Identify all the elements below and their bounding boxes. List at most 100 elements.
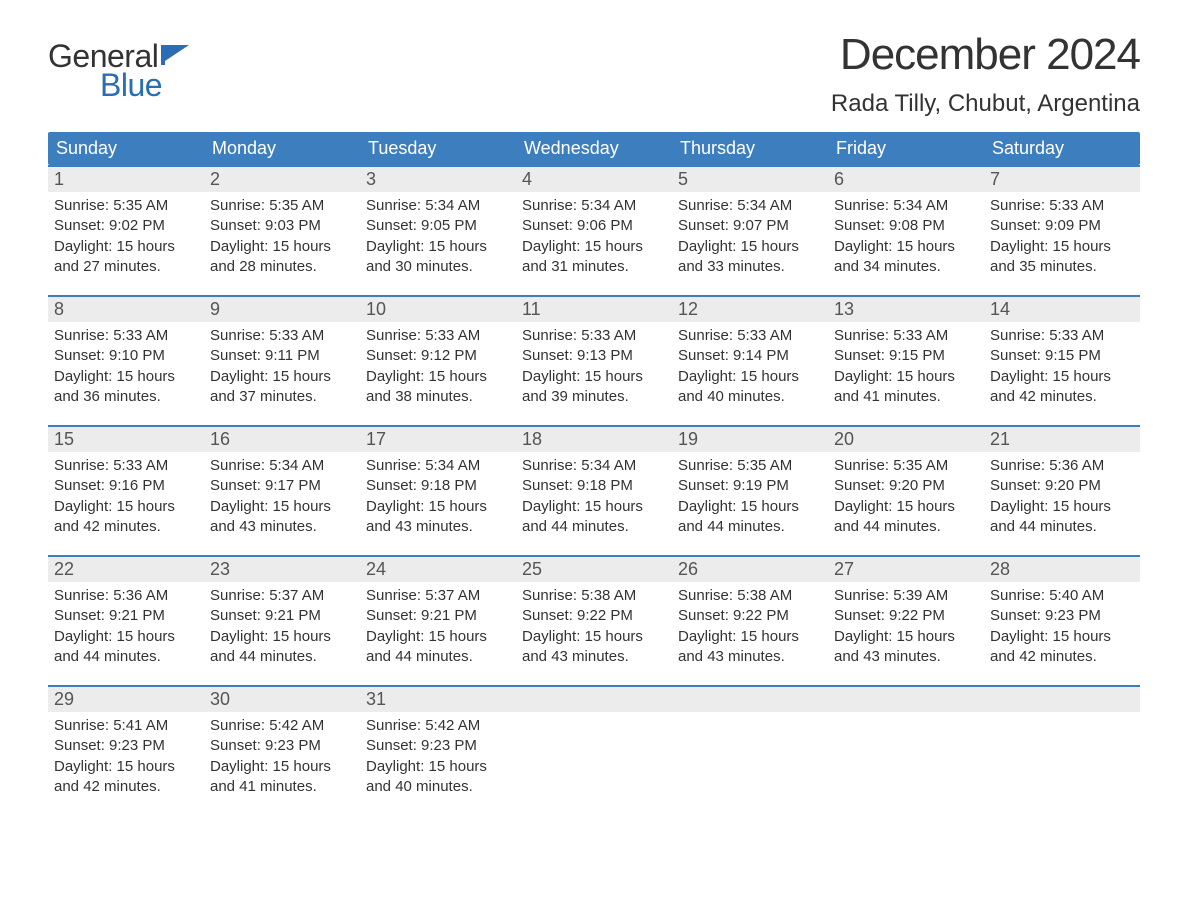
day-daylight2: and 42 minutes. <box>54 517 198 537</box>
day-content: Sunrise: 5:34 AMSunset: 9:18 PMDaylight:… <box>360 452 516 541</box>
day-number: 21 <box>990 429 1010 449</box>
calendar: Sunday Monday Tuesday Wednesday Thursday… <box>48 132 1140 801</box>
day-number-row: 16 <box>204 427 360 452</box>
day-number-row: 3 <box>360 167 516 192</box>
day-cell: 9 Sunrise: 5:33 AMSunset: 9:11 PMDaylight… <box>204 297 360 411</box>
day-daylight1: Daylight: 15 hours <box>366 627 510 647</box>
day-number-row: 11 <box>516 297 672 322</box>
day-content: Sunrise: 5:41 AMSunset: 9:23 PMDaylight:… <box>48 712 204 801</box>
day-number: 11 <box>522 299 541 319</box>
day-cell: 21Sunrise: 5:36 AMSunset: 9:20 PMDayligh… <box>984 427 1140 541</box>
day-daylight1: Daylight: 15 hours <box>990 627 1134 647</box>
day-cell: . <box>516 687 672 801</box>
day-sunset: Sunset: 9:03 PM <box>210 216 354 236</box>
day-number-row: 14 <box>984 297 1140 322</box>
day-cell: 8 Sunrise: 5:33 AMSunset: 9:10 PMDaylight… <box>48 297 204 411</box>
day-number: 4 <box>522 169 532 189</box>
day-number: 13 <box>834 299 854 319</box>
day-number: 31 <box>366 689 386 709</box>
day-sunset: Sunset: 9:12 PM <box>366 346 510 366</box>
weekday-friday: Friday <box>828 132 984 165</box>
day-number: 16 <box>210 429 230 449</box>
day-sunset: Sunset: 9:23 PM <box>366 736 510 756</box>
day-number-row: 20 <box>828 427 984 452</box>
day-daylight1: Daylight: 15 hours <box>522 497 666 517</box>
day-daylight2: and 35 minutes. <box>990 257 1134 277</box>
day-content: Sunrise: 5:33 AMSunset: 9:15 PMDaylight:… <box>828 322 984 411</box>
day-content: Sunrise: 5:38 AMSunset: 9:22 PMDaylight:… <box>672 582 828 671</box>
day-daylight2: and 43 minutes. <box>210 517 354 537</box>
day-sunset: Sunset: 9:02 PM <box>54 216 198 236</box>
day-sunset: Sunset: 9:06 PM <box>522 216 666 236</box>
day-cell: 3Sunrise: 5:34 AMSunset: 9:05 PMDaylight… <box>360 167 516 281</box>
day-number: 8 <box>54 299 64 319</box>
day-number-row: 31 <box>360 687 516 712</box>
day-cell: 14Sunrise: 5:33 AMSunset: 9:15 PMDayligh… <box>984 297 1140 411</box>
day-number: 9 <box>210 299 220 319</box>
day-daylight1: Daylight: 15 hours <box>990 367 1134 387</box>
day-daylight2: and 44 minutes. <box>678 517 822 537</box>
day-number-row: 15 <box>48 427 204 452</box>
day-daylight1: Daylight: 15 hours <box>210 497 354 517</box>
day-number: 23 <box>210 559 230 579</box>
day-content: Sunrise: 5:35 AMSunset: 9:02 PMDaylight:… <box>48 192 204 281</box>
day-daylight1: Daylight: 15 hours <box>54 757 198 777</box>
day-sunrise: Sunrise: 5:39 AM <box>834 586 978 606</box>
day-cell: 12Sunrise: 5:33 AMSunset: 9:14 PMDayligh… <box>672 297 828 411</box>
day-cell: 5Sunrise: 5:34 AMSunset: 9:07 PMDaylight… <box>672 167 828 281</box>
week-row: 1Sunrise: 5:35 AMSunset: 9:02 PMDaylight… <box>48 165 1140 281</box>
day-number-row: 1 <box>48 167 204 192</box>
day-content: Sunrise: 5:33 AMSunset: 9:10 PMDaylight:… <box>48 322 204 411</box>
day-number-row: 28 <box>984 557 1140 582</box>
header: General Blue December 2024 Rada Tilly, C… <box>48 30 1140 118</box>
day-number-row: 18 <box>516 427 672 452</box>
day-sunset: Sunset: 9:13 PM <box>522 346 666 366</box>
logo: General Blue <box>48 38 191 104</box>
day-sunset: Sunset: 9:07 PM <box>678 216 822 236</box>
day-sunset: Sunset: 9:08 PM <box>834 216 978 236</box>
day-number: 10 <box>366 299 386 319</box>
day-content: Sunrise: 5:33 AMSunset: 9:09 PMDaylight:… <box>984 192 1140 281</box>
day-sunrise: Sunrise: 5:37 AM <box>210 586 354 606</box>
day-daylight1: Daylight: 15 hours <box>678 237 822 257</box>
day-daylight1: Daylight: 15 hours <box>366 757 510 777</box>
day-sunset: Sunset: 9:18 PM <box>366 476 510 496</box>
weekday-header-row: Sunday Monday Tuesday Wednesday Thursday… <box>48 132 1140 165</box>
day-daylight1: Daylight: 15 hours <box>990 237 1134 257</box>
month-title: December 2024 <box>831 30 1140 80</box>
weekday-monday: Monday <box>204 132 360 165</box>
day-daylight2: and 40 minutes. <box>366 777 510 797</box>
day-daylight2: and 43 minutes. <box>522 647 666 667</box>
day-sunrise: Sunrise: 5:34 AM <box>834 196 978 216</box>
week-row: 15Sunrise: 5:33 AMSunset: 9:16 PMDayligh… <box>48 425 1140 541</box>
day-number: 6 <box>834 169 844 189</box>
day-daylight2: and 30 minutes. <box>366 257 510 277</box>
day-cell: 28Sunrise: 5:40 AMSunset: 9:23 PMDayligh… <box>984 557 1140 671</box>
day-sunset: Sunset: 9:22 PM <box>834 606 978 626</box>
day-number: 25 <box>522 559 542 579</box>
day-sunrise: Sunrise: 5:34 AM <box>366 196 510 216</box>
day-daylight1: Daylight: 15 hours <box>990 497 1134 517</box>
day-daylight1: Daylight: 15 hours <box>678 497 822 517</box>
day-number: 30 <box>210 689 230 709</box>
day-sunrise: Sunrise: 5:33 AM <box>678 326 822 346</box>
day-daylight1: Daylight: 15 hours <box>54 237 198 257</box>
day-daylight1: Daylight: 15 hours <box>834 237 978 257</box>
day-sunrise: Sunrise: 5:36 AM <box>990 456 1134 476</box>
day-content: Sunrise: 5:34 AMSunset: 9:17 PMDaylight:… <box>204 452 360 541</box>
day-content: Sunrise: 5:37 AMSunset: 9:21 PMDaylight:… <box>360 582 516 671</box>
day-daylight2: and 44 minutes. <box>54 647 198 667</box>
day-sunrise: Sunrise: 5:35 AM <box>54 196 198 216</box>
day-daylight1: Daylight: 15 hours <box>678 627 822 647</box>
day-number-row: 19 <box>672 427 828 452</box>
day-cell: 25Sunrise: 5:38 AMSunset: 9:22 PMDayligh… <box>516 557 672 671</box>
day-number-row: 22 <box>48 557 204 582</box>
day-sunset: Sunset: 9:14 PM <box>678 346 822 366</box>
day-daylight2: and 44 minutes. <box>990 517 1134 537</box>
day-number: 1 <box>54 169 64 189</box>
day-content: Sunrise: 5:33 AMSunset: 9:11 PMDaylight:… <box>204 322 360 411</box>
day-number-row: 7 <box>984 167 1140 192</box>
day-daylight1: Daylight: 15 hours <box>54 627 198 647</box>
day-number: 22 <box>54 559 74 579</box>
day-number: 26 <box>678 559 698 579</box>
